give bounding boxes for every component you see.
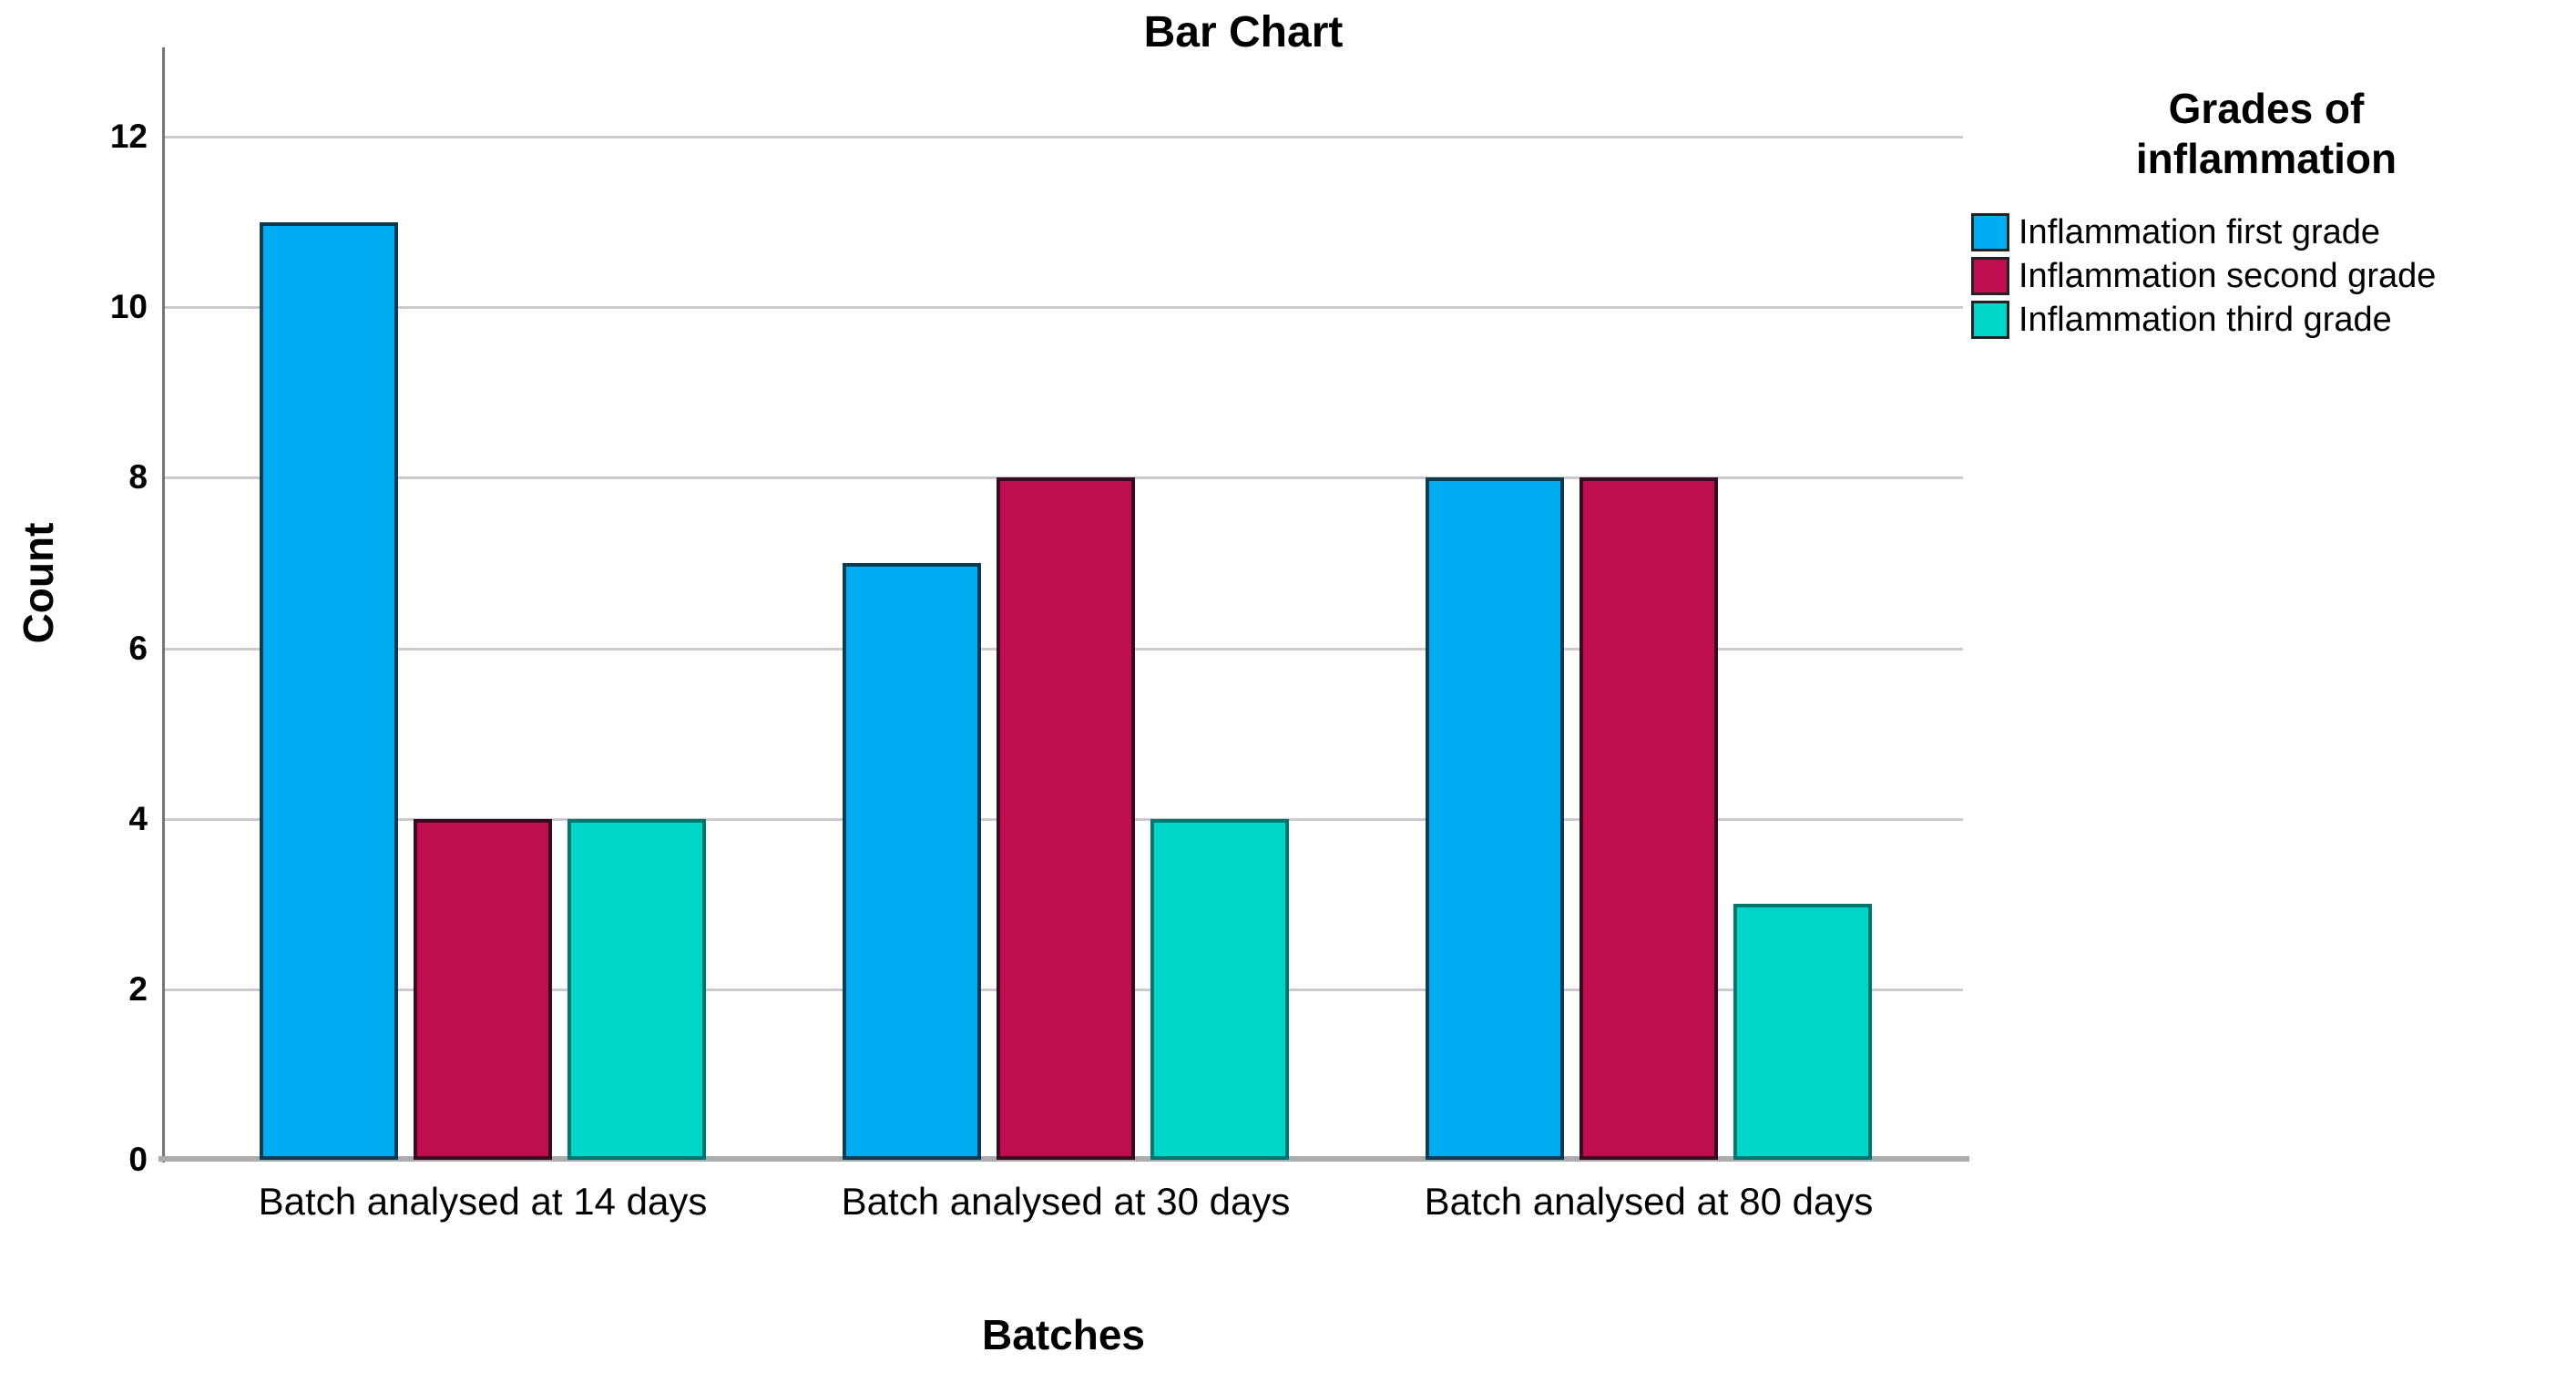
bar-inflammation-third-grade-cat3 bbox=[1733, 904, 1872, 1160]
legend-item-3: Inflammation third grade bbox=[1971, 300, 2567, 340]
bar-inflammation-third-grade-cat1 bbox=[567, 819, 706, 1160]
gridline-y-10 bbox=[164, 306, 1963, 310]
bar-inflammation-first-grade-cat1 bbox=[260, 222, 398, 1160]
legend-items: Inflammation first grade Inflammation sec… bbox=[1966, 212, 2567, 340]
bar-inflammation-second-grade-cat1 bbox=[414, 819, 552, 1160]
bar-inflammation-first-grade-cat2 bbox=[843, 563, 981, 1160]
bar-inflammation-second-grade-cat3 bbox=[1579, 477, 1718, 1160]
chart-title: Bar Chart bbox=[1143, 8, 1344, 56]
legend-title: Grades of inflammation bbox=[2135, 85, 2397, 183]
bar-inflammation-second-grade-cat2 bbox=[997, 477, 1135, 1160]
y-axis-line bbox=[162, 47, 165, 1163]
y-tick-label-12: 12 bbox=[109, 118, 148, 155]
legend-item-label: Inflammation first grade bbox=[2019, 212, 2381, 251]
y-tick-label-4: 4 bbox=[128, 799, 148, 837]
y-tick-label-10: 10 bbox=[109, 288, 148, 326]
legend-swatch-icon bbox=[1971, 301, 2009, 340]
legend: Grades of inflammation Inflammation firs… bbox=[1966, 84, 2567, 344]
y-tick-label-2: 2 bbox=[128, 969, 148, 1008]
legend-item-1: Inflammation first grade bbox=[1971, 212, 2567, 252]
legend-item-label: Inflammation second grade bbox=[2019, 256, 2437, 295]
gridline-y-12 bbox=[164, 136, 1963, 138]
category-label-2: Batch analysed at 30 days bbox=[841, 1180, 1291, 1223]
legend-swatch-icon bbox=[1971, 257, 2009, 296]
y-tick-label-8: 8 bbox=[128, 458, 148, 497]
bar-inflammation-first-grade-cat3 bbox=[1426, 477, 1564, 1160]
legend-item-label: Inflammation third grade bbox=[2019, 300, 2392, 339]
bar-inflammation-third-grade-cat2 bbox=[1150, 819, 1289, 1160]
legend-swatch-icon bbox=[1971, 213, 2009, 252]
x-axis-title: Batches bbox=[982, 1311, 1145, 1358]
y-tick-label-0: 0 bbox=[128, 1141, 148, 1178]
category-label-1: Batch analysed at 14 days bbox=[258, 1180, 708, 1223]
legend-item-2: Inflammation second grade bbox=[1971, 256, 2567, 296]
y-tick-label-6: 6 bbox=[128, 629, 148, 667]
category-label-3: Batch analysed at 80 days bbox=[1424, 1180, 1874, 1223]
